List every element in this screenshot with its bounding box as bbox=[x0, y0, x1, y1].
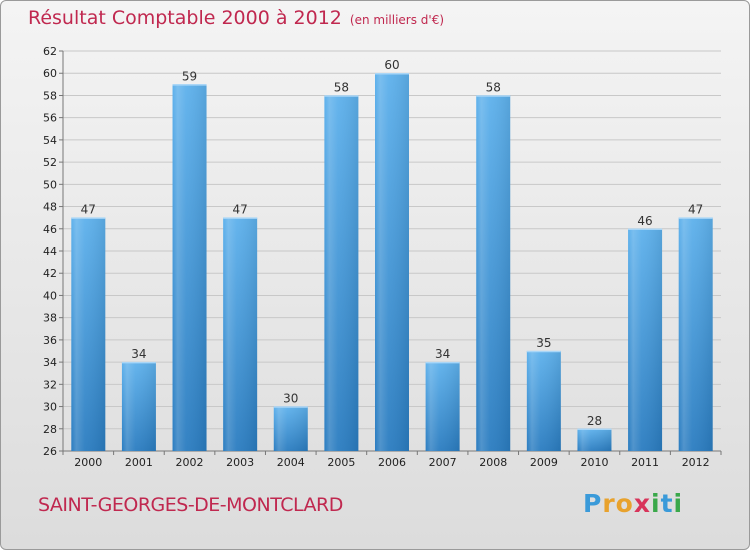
value-label: 47 bbox=[233, 203, 248, 217]
bar-shine bbox=[223, 217, 258, 451]
logo-letter: P bbox=[583, 489, 603, 518]
bar-shine bbox=[678, 217, 713, 451]
bar-shine bbox=[628, 228, 663, 451]
value-label: 59 bbox=[182, 69, 197, 83]
y-tick-label: 42 bbox=[43, 267, 57, 280]
y-tick-label: 28 bbox=[43, 423, 57, 436]
x-tick-label: 2004 bbox=[277, 456, 305, 469]
value-label: 46 bbox=[637, 214, 652, 228]
x-tick-label: 2006 bbox=[378, 456, 406, 469]
x-tick-label: 2001 bbox=[125, 456, 153, 469]
y-tick-label: 46 bbox=[43, 223, 57, 236]
value-label: 47 bbox=[81, 203, 96, 217]
bar-shine bbox=[476, 95, 511, 451]
y-tick-label: 60 bbox=[43, 67, 57, 80]
logo-letter: r bbox=[602, 489, 616, 518]
chart-subtitle: (en milliers d'€) bbox=[349, 13, 445, 27]
x-tick-label: 2002 bbox=[176, 456, 204, 469]
bars bbox=[71, 72, 713, 451]
bar-shine bbox=[172, 84, 207, 451]
x-tick-label: 2012 bbox=[682, 456, 710, 469]
y-tick-label: 44 bbox=[43, 245, 57, 258]
value-label: 34 bbox=[131, 347, 146, 361]
value-label: 58 bbox=[486, 80, 501, 94]
y-tick-label: 36 bbox=[43, 334, 57, 347]
proxiti-logo: Proxiti bbox=[583, 489, 683, 518]
logo-letter: i bbox=[673, 489, 684, 518]
y-tick-label: 38 bbox=[43, 312, 57, 325]
commune-name: SAINT-GEORGES-DE-MONTCLARD bbox=[38, 494, 343, 516]
logo-letter: t bbox=[660, 489, 674, 518]
bar-shine bbox=[121, 362, 156, 451]
x-tick-label: 2007 bbox=[429, 456, 457, 469]
logo-letter: i bbox=[651, 489, 661, 518]
logo-letter: x bbox=[633, 489, 651, 518]
value-label: 34 bbox=[435, 347, 450, 361]
y-tick-label: 26 bbox=[43, 445, 57, 458]
x-tick-label: 2003 bbox=[226, 456, 254, 469]
y-tick-label: 40 bbox=[43, 289, 57, 302]
y-tick-label: 62 bbox=[43, 45, 57, 58]
chart-title: Résultat Comptable 2000 à 2012 (en millie… bbox=[28, 7, 445, 29]
value-label: 47 bbox=[688, 203, 703, 217]
value-label: 35 bbox=[536, 336, 551, 350]
y-tick-label: 58 bbox=[43, 89, 57, 102]
value-label: 58 bbox=[334, 80, 349, 94]
y-tick-label: 52 bbox=[43, 156, 57, 169]
y-tick-label: 50 bbox=[43, 178, 57, 191]
x-tick-label: 2011 bbox=[631, 456, 659, 469]
logo-letter: o bbox=[615, 489, 634, 518]
x-tick-label: 2008 bbox=[479, 456, 507, 469]
bar-shine bbox=[375, 73, 409, 451]
bar-shine bbox=[526, 351, 561, 451]
y-tick-label: 34 bbox=[43, 356, 57, 369]
value-label: 28 bbox=[587, 414, 602, 428]
x-tick-label: 2000 bbox=[74, 456, 102, 469]
bar-shine bbox=[324, 95, 359, 451]
y-tick-label: 56 bbox=[43, 112, 57, 125]
bar-shine bbox=[425, 362, 460, 451]
y-tick-label: 32 bbox=[43, 378, 57, 391]
labels: 47 2000 34 2001 59 2002 47 2003 30 2004 58 2005 60 20… bbox=[74, 58, 709, 469]
x-tick-label: 2009 bbox=[530, 456, 558, 469]
bar-shine bbox=[273, 406, 308, 451]
y-tick-label: 54 bbox=[43, 134, 57, 147]
y-tick-label: 30 bbox=[43, 401, 57, 414]
value-label: 60 bbox=[384, 58, 399, 72]
value-label: 30 bbox=[283, 392, 298, 406]
bar-shine bbox=[577, 428, 612, 451]
x-tick-label: 2010 bbox=[580, 456, 608, 469]
bar-shine bbox=[71, 217, 106, 451]
x-tick-label: 2005 bbox=[327, 456, 355, 469]
y-tick-label: 48 bbox=[43, 201, 57, 214]
